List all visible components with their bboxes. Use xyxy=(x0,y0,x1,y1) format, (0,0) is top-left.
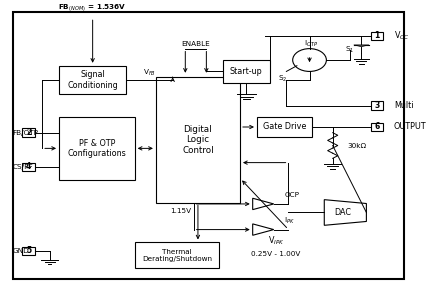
Text: FB$_{(NOM)}$ = 1.536V: FB$_{(NOM)}$ = 1.536V xyxy=(58,2,127,13)
Text: 1.15V: 1.15V xyxy=(171,208,192,214)
FancyBboxPatch shape xyxy=(371,31,383,40)
Text: V$_{IPK}$: V$_{IPK}$ xyxy=(267,235,284,247)
FancyBboxPatch shape xyxy=(22,247,35,255)
Text: Signal
Conditioning: Signal Conditioning xyxy=(67,70,118,90)
Text: Multi: Multi xyxy=(394,101,413,110)
Text: 1: 1 xyxy=(374,31,380,40)
Text: I$_{OTP}$: I$_{OTP}$ xyxy=(305,39,319,50)
FancyBboxPatch shape xyxy=(22,163,35,171)
Text: 2: 2 xyxy=(26,128,31,137)
Text: CS/PF: CS/PF xyxy=(13,164,33,170)
Polygon shape xyxy=(324,200,366,225)
Text: DAC: DAC xyxy=(335,208,352,217)
Text: Thermal
Derating/Shutdown: Thermal Derating/Shutdown xyxy=(142,249,212,262)
Text: 3: 3 xyxy=(374,101,380,110)
FancyBboxPatch shape xyxy=(135,242,219,268)
Text: I$_{PK}$: I$_{PK}$ xyxy=(284,216,295,226)
Text: 0.25V - 1.00V: 0.25V - 1.00V xyxy=(251,251,301,257)
FancyBboxPatch shape xyxy=(223,60,270,83)
FancyBboxPatch shape xyxy=(13,12,404,279)
FancyBboxPatch shape xyxy=(22,128,35,137)
FancyBboxPatch shape xyxy=(371,101,383,110)
FancyBboxPatch shape xyxy=(59,117,135,180)
Text: PF & OTP
Configurations: PF & OTP Configurations xyxy=(67,139,126,158)
Text: Digital
Logic
Control: Digital Logic Control xyxy=(182,125,214,155)
Text: S$_1$: S$_1$ xyxy=(345,45,355,55)
Text: Start-up: Start-up xyxy=(230,67,263,76)
Text: 5: 5 xyxy=(26,247,31,255)
Text: V$_{FB}$: V$_{FB}$ xyxy=(143,68,156,78)
Text: OCP: OCP xyxy=(284,192,299,198)
Text: 4: 4 xyxy=(26,162,31,171)
Text: 6: 6 xyxy=(374,122,380,132)
Text: ENABLE: ENABLE xyxy=(181,41,210,47)
Text: FB/OTP: FB/OTP xyxy=(13,130,38,136)
FancyBboxPatch shape xyxy=(371,123,383,131)
Text: Gate Drive: Gate Drive xyxy=(263,122,306,132)
Text: GND: GND xyxy=(13,248,29,254)
Text: S$_2$: S$_2$ xyxy=(278,73,287,84)
Text: OUTPUT: OUTPUT xyxy=(394,122,426,132)
Text: V$_{CC}$: V$_{CC}$ xyxy=(394,30,409,42)
Polygon shape xyxy=(354,45,369,47)
FancyBboxPatch shape xyxy=(156,77,240,202)
FancyBboxPatch shape xyxy=(59,66,126,94)
Text: 30kΩ: 30kΩ xyxy=(347,143,367,149)
FancyBboxPatch shape xyxy=(257,117,311,137)
